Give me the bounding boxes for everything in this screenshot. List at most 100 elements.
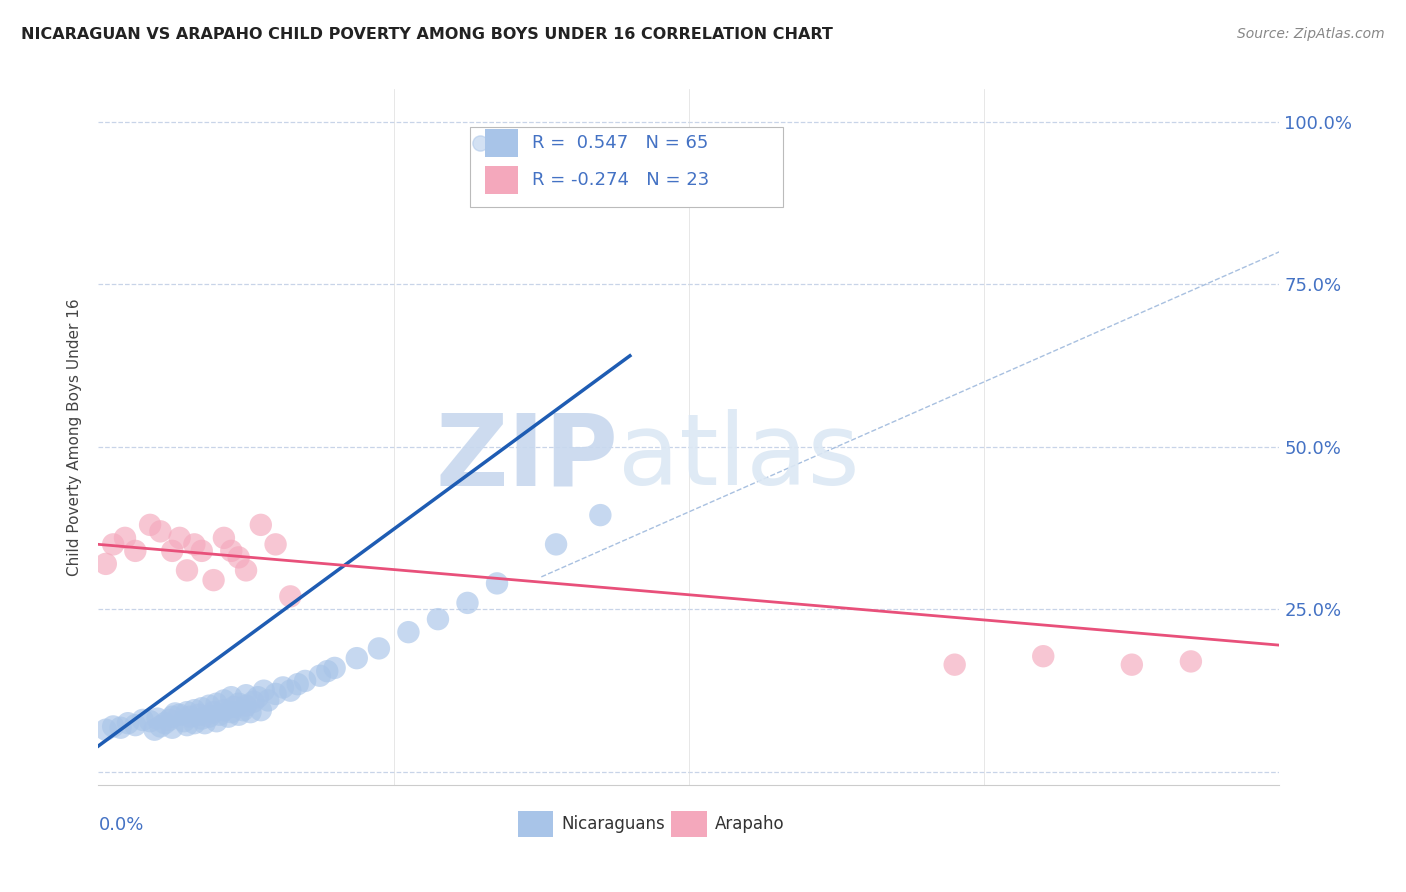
Point: [205, 697, 228, 711]
Point: [235, 698, 257, 713]
Point: [149, 524, 172, 539]
Point: [228, 550, 250, 565]
Point: [212, 531, 235, 545]
Point: [232, 703, 254, 717]
Point: [198, 698, 221, 713]
Point: [162, 721, 183, 735]
Text: 0.0%: 0.0%: [98, 816, 143, 834]
Point: [187, 707, 209, 722]
Point: [486, 576, 509, 591]
Point: [323, 661, 346, 675]
Y-axis label: Child Poverty Among Boys Under 16: Child Poverty Among Boys Under 16: [67, 298, 83, 576]
Point: [287, 677, 309, 691]
Point: [546, 537, 568, 551]
Text: atlas: atlas: [619, 409, 859, 507]
Point: [316, 664, 339, 678]
Point: [117, 716, 139, 731]
FancyBboxPatch shape: [485, 166, 517, 194]
Point: [208, 707, 231, 722]
Point: [165, 706, 187, 721]
Point: [169, 531, 191, 545]
Point: [1180, 654, 1202, 668]
Point: [221, 690, 243, 705]
Point: [271, 681, 294, 695]
Point: [194, 716, 217, 731]
Point: [173, 714, 195, 729]
Point: [202, 573, 225, 587]
Point: [221, 544, 243, 558]
Text: Source: ZipAtlas.com: Source: ZipAtlas.com: [1237, 27, 1385, 41]
Point: [239, 705, 262, 719]
Point: [242, 695, 264, 709]
Point: [191, 712, 214, 726]
Point: [228, 697, 250, 711]
Point: [124, 718, 146, 732]
Point: [179, 709, 201, 723]
Point: [280, 590, 302, 604]
Point: [103, 719, 125, 733]
Point: [146, 712, 169, 726]
Point: [294, 673, 316, 688]
Point: [253, 683, 276, 698]
Point: [124, 544, 146, 558]
Point: [202, 705, 225, 719]
Point: [169, 707, 191, 722]
Point: [589, 508, 612, 522]
Point: [235, 688, 257, 702]
Point: [176, 705, 198, 719]
Point: [1121, 657, 1143, 672]
Point: [264, 537, 287, 551]
Point: [943, 657, 966, 672]
Point: [139, 517, 162, 532]
Point: [398, 625, 420, 640]
Point: [212, 693, 235, 707]
Point: [110, 721, 132, 735]
Point: [103, 537, 125, 551]
Point: [94, 557, 117, 571]
Text: R =  0.547   N = 65: R = 0.547 N = 65: [531, 134, 709, 152]
FancyBboxPatch shape: [517, 811, 553, 837]
Point: [250, 703, 273, 717]
Point: [457, 596, 479, 610]
Point: [246, 690, 269, 705]
Text: Nicaraguans: Nicaraguans: [561, 815, 665, 833]
Point: [280, 683, 302, 698]
Point: [183, 703, 205, 717]
Point: [176, 563, 198, 577]
FancyBboxPatch shape: [485, 128, 517, 157]
Text: R = -0.274   N = 23: R = -0.274 N = 23: [531, 171, 709, 189]
Point: [139, 714, 162, 729]
Text: NICARAGUAN VS ARAPAHO CHILD POVERTY AMONG BOYS UNDER 16 CORRELATION CHART: NICARAGUAN VS ARAPAHO CHILD POVERTY AMON…: [21, 27, 832, 42]
Point: [143, 723, 166, 737]
FancyBboxPatch shape: [671, 811, 707, 837]
Point: [221, 705, 243, 719]
Text: Arapaho: Arapaho: [714, 815, 785, 833]
Point: [94, 723, 117, 737]
Point: [257, 693, 280, 707]
Point: [183, 716, 205, 731]
Point: [157, 713, 180, 727]
Point: [427, 612, 450, 626]
Point: [176, 718, 198, 732]
Point: [235, 563, 257, 577]
Point: [264, 687, 287, 701]
Point: [217, 709, 239, 723]
Point: [346, 651, 368, 665]
Point: [309, 669, 332, 683]
Point: [250, 517, 273, 532]
Point: [198, 709, 221, 723]
FancyBboxPatch shape: [471, 128, 783, 208]
Point: [114, 531, 136, 545]
Point: [191, 701, 214, 715]
Point: [132, 713, 155, 727]
Text: ZIP: ZIP: [436, 409, 619, 507]
Point: [191, 544, 214, 558]
Point: [368, 641, 391, 656]
Point: [162, 544, 183, 558]
Point: [162, 709, 183, 723]
Point: [212, 703, 235, 717]
Point: [1032, 649, 1054, 664]
Point: [153, 716, 176, 731]
Point: [205, 714, 228, 729]
Point: [228, 707, 250, 722]
